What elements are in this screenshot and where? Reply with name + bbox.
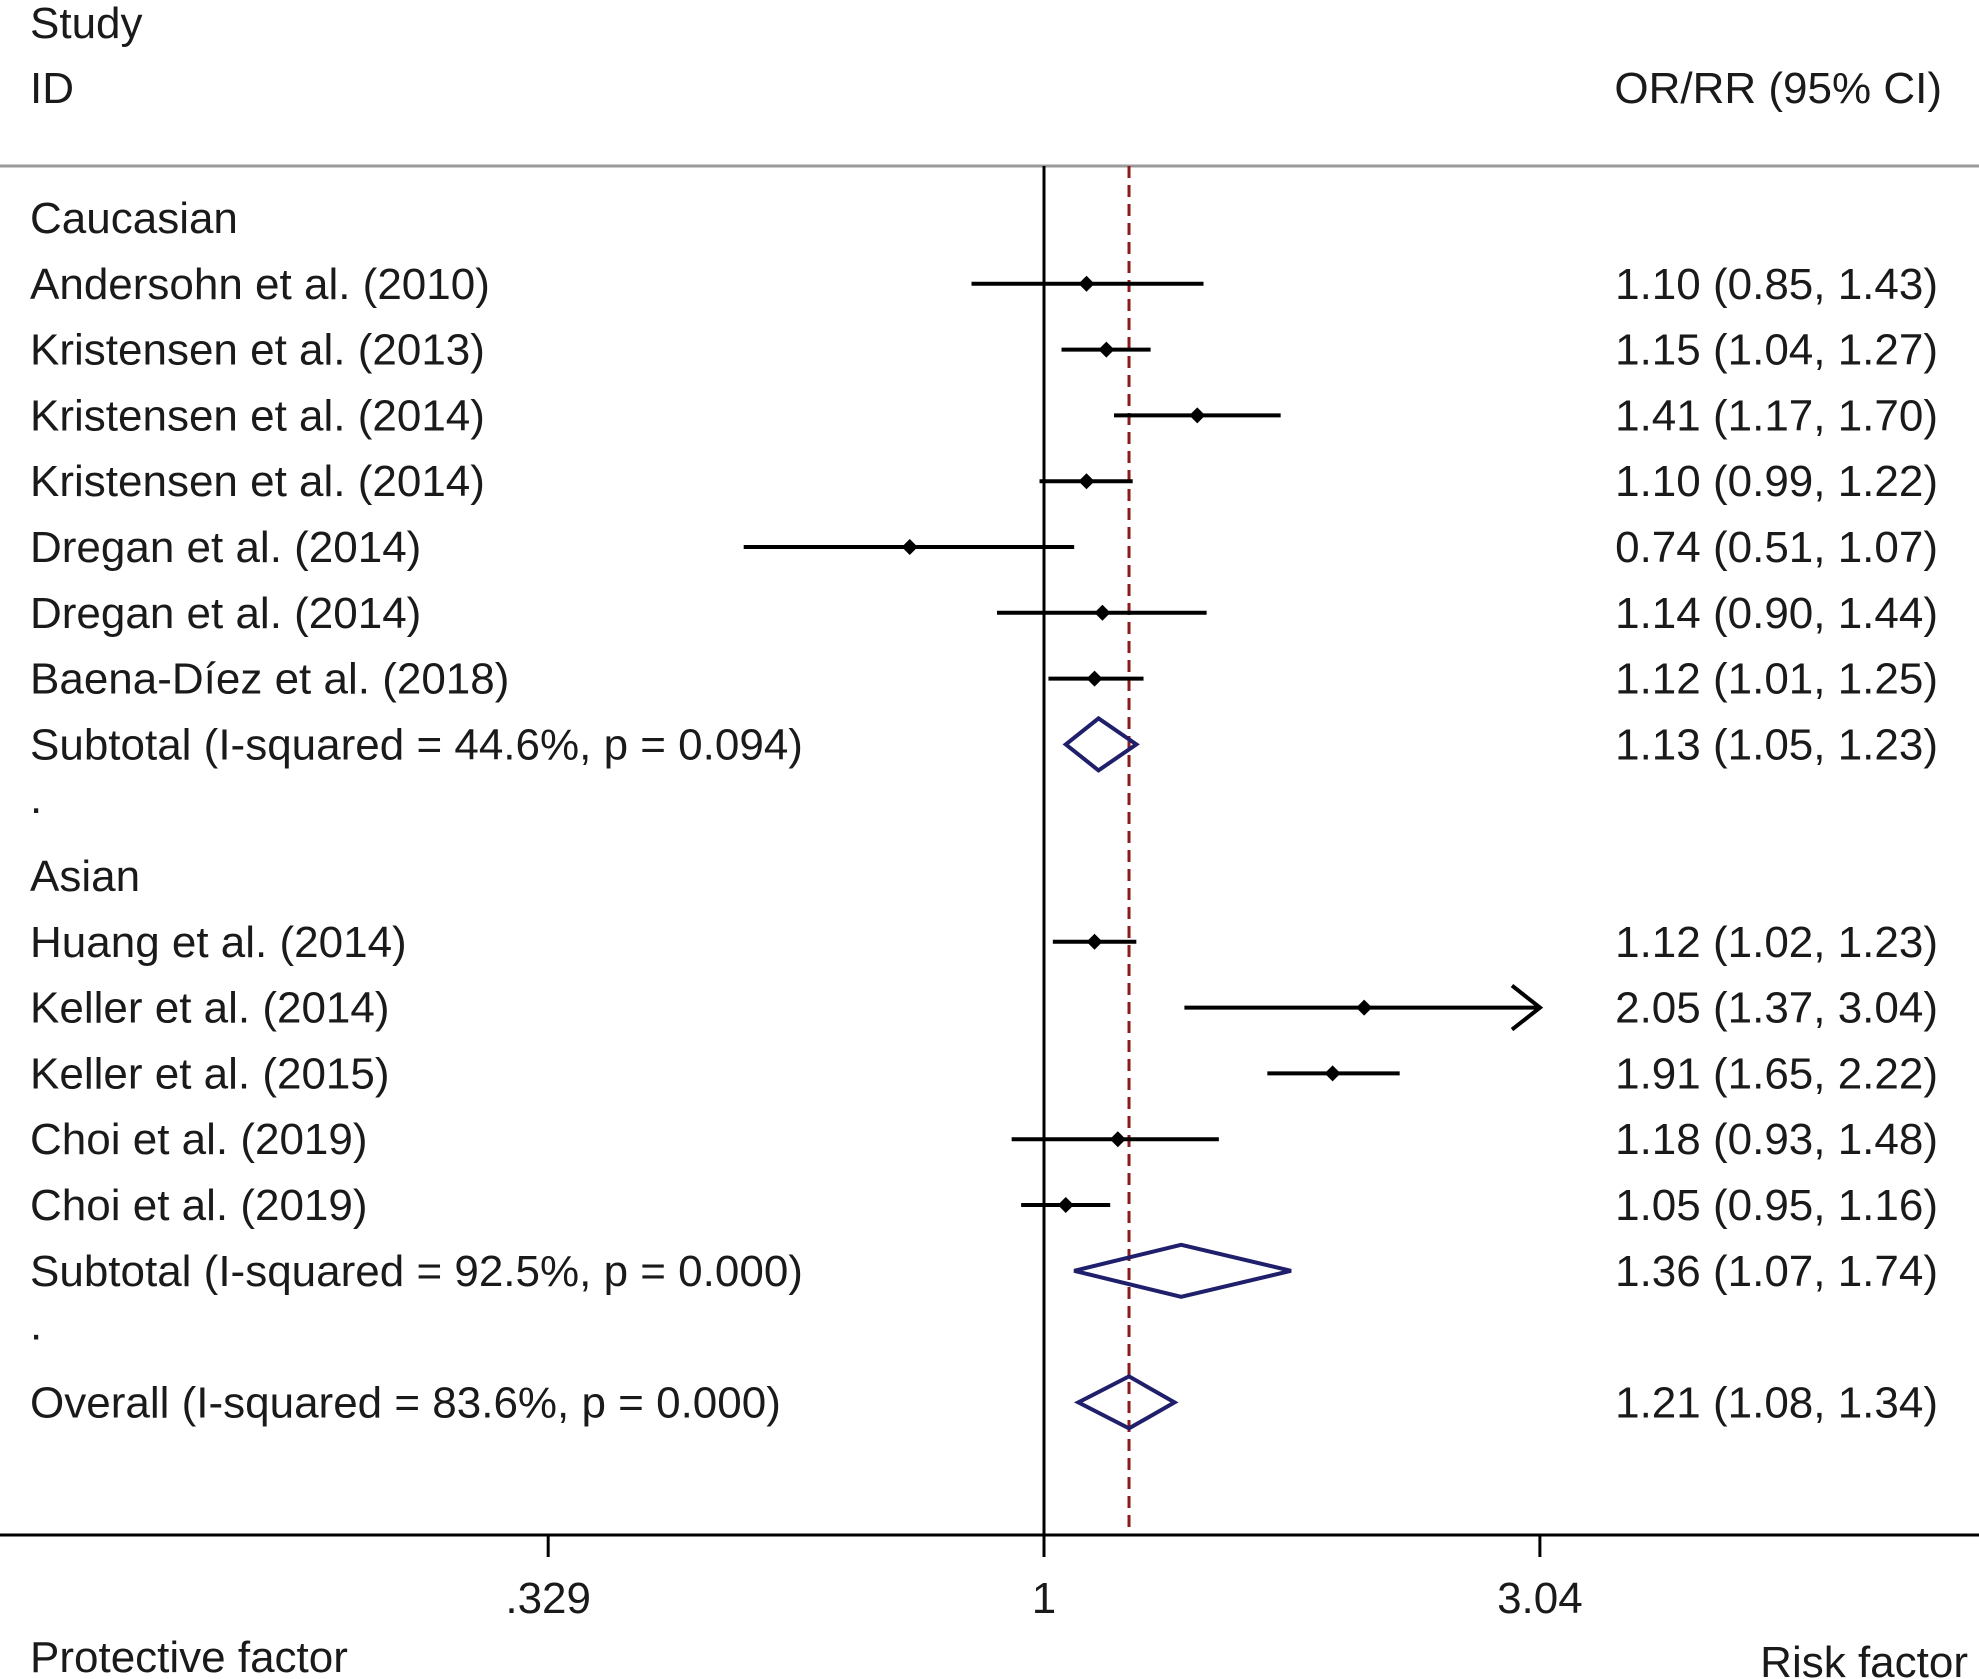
- point-estimate: [1098, 341, 1115, 358]
- study-label: Choi et al. (2019): [30, 1115, 368, 1164]
- study-label: Kristensen et al. (2014): [30, 457, 485, 506]
- xlabel-right: Risk factor: [1760, 1638, 1968, 1679]
- effect-estimate-text: 1.14 (0.90, 1.44): [1615, 589, 1938, 638]
- xlabel-left: Protective factor: [30, 1633, 348, 1679]
- study-label: Baena-Díez et al. (2018): [30, 655, 509, 704]
- effect-estimate-text: 1.10 (0.85, 1.43): [1615, 260, 1938, 309]
- x-tick-label: .329: [505, 1574, 591, 1623]
- ci-arrow: [1510, 984, 1544, 1032]
- effect-estimate-text: 1.12 (1.01, 1.25): [1615, 655, 1938, 704]
- header-id: ID: [30, 64, 74, 113]
- effect-estimate-text: 1.21 (1.08, 1.34): [1615, 1378, 1938, 1427]
- dot-label: .: [30, 1301, 42, 1350]
- subtotal-diamond: [1073, 1242, 1292, 1299]
- header-effect: OR/RR (95% CI): [1614, 64, 1942, 113]
- effect-estimate-text: 1.91 (1.65, 2.22): [1615, 1049, 1938, 1098]
- study-label: Dregan et al. (2014): [30, 589, 421, 638]
- study-label: Keller et al. (2015): [30, 1049, 390, 1098]
- effect-estimate-text: 1.15 (1.04, 1.27): [1615, 326, 1938, 375]
- study-label: Dregan et al. (2014): [30, 523, 421, 572]
- effect-estimate-text: 1.41 (1.17, 1.70): [1615, 391, 1938, 440]
- point-estimate: [1109, 1131, 1126, 1148]
- point-estimate: [1057, 1197, 1074, 1213]
- study-label: Huang et al. (2014): [30, 918, 407, 967]
- group-label: Asian: [30, 852, 140, 901]
- effect-estimate-text: 0.74 (0.51, 1.07): [1615, 523, 1938, 572]
- study-label: Keller et al. (2014): [30, 984, 390, 1033]
- point-estimate: [1094, 604, 1111, 621]
- header-study: Study: [30, 0, 143, 48]
- subtotal-label: Subtotal (I-squared = 44.6%, p = 0.094): [30, 720, 803, 769]
- point-estimate: [1086, 933, 1103, 950]
- effect-estimate-text: 1.36 (1.07, 1.74): [1615, 1247, 1938, 1296]
- effect-estimate-text: 1.18 (0.93, 1.48): [1615, 1115, 1938, 1164]
- effect-estimate-text: 1.13 (1.05, 1.23): [1615, 720, 1938, 769]
- effect-estimate-text: 1.05 (0.95, 1.16): [1615, 1181, 1938, 1230]
- overall-label: Overall (I-squared = 83.6%, p = 0.000): [30, 1378, 781, 1427]
- subtotal-label: Subtotal (I-squared = 92.5%, p = 0.000): [30, 1247, 803, 1296]
- effect-estimate-text: 2.05 (1.37, 3.04): [1615, 984, 1938, 1033]
- point-estimate: [901, 539, 918, 555]
- point-estimate: [1078, 473, 1095, 490]
- effect-estimate-text: 1.12 (1.02, 1.23): [1615, 918, 1938, 967]
- group-label: Caucasian: [30, 194, 238, 243]
- study-label: Choi et al. (2019): [30, 1181, 368, 1230]
- subtotal-diamond: [1062, 715, 1140, 773]
- point-estimate: [1324, 1065, 1341, 1082]
- study-label: Andersohn et al. (2010): [30, 260, 490, 309]
- x-tick-label: 1: [1032, 1574, 1056, 1623]
- point-estimate: [1356, 999, 1373, 1016]
- dot-label: .: [30, 774, 42, 823]
- study-label: Kristensen et al. (2014): [30, 391, 485, 440]
- study-label: Kristensen et al. (2013): [30, 326, 485, 375]
- point-estimate: [1086, 670, 1103, 687]
- effect-estimate-text: 1.10 (0.99, 1.22): [1615, 457, 1938, 506]
- overall-diamond: [1073, 1374, 1179, 1431]
- point-estimate: [1189, 407, 1206, 424]
- point-estimate: [1078, 275, 1095, 292]
- x-tick-label: 3.04: [1497, 1574, 1583, 1623]
